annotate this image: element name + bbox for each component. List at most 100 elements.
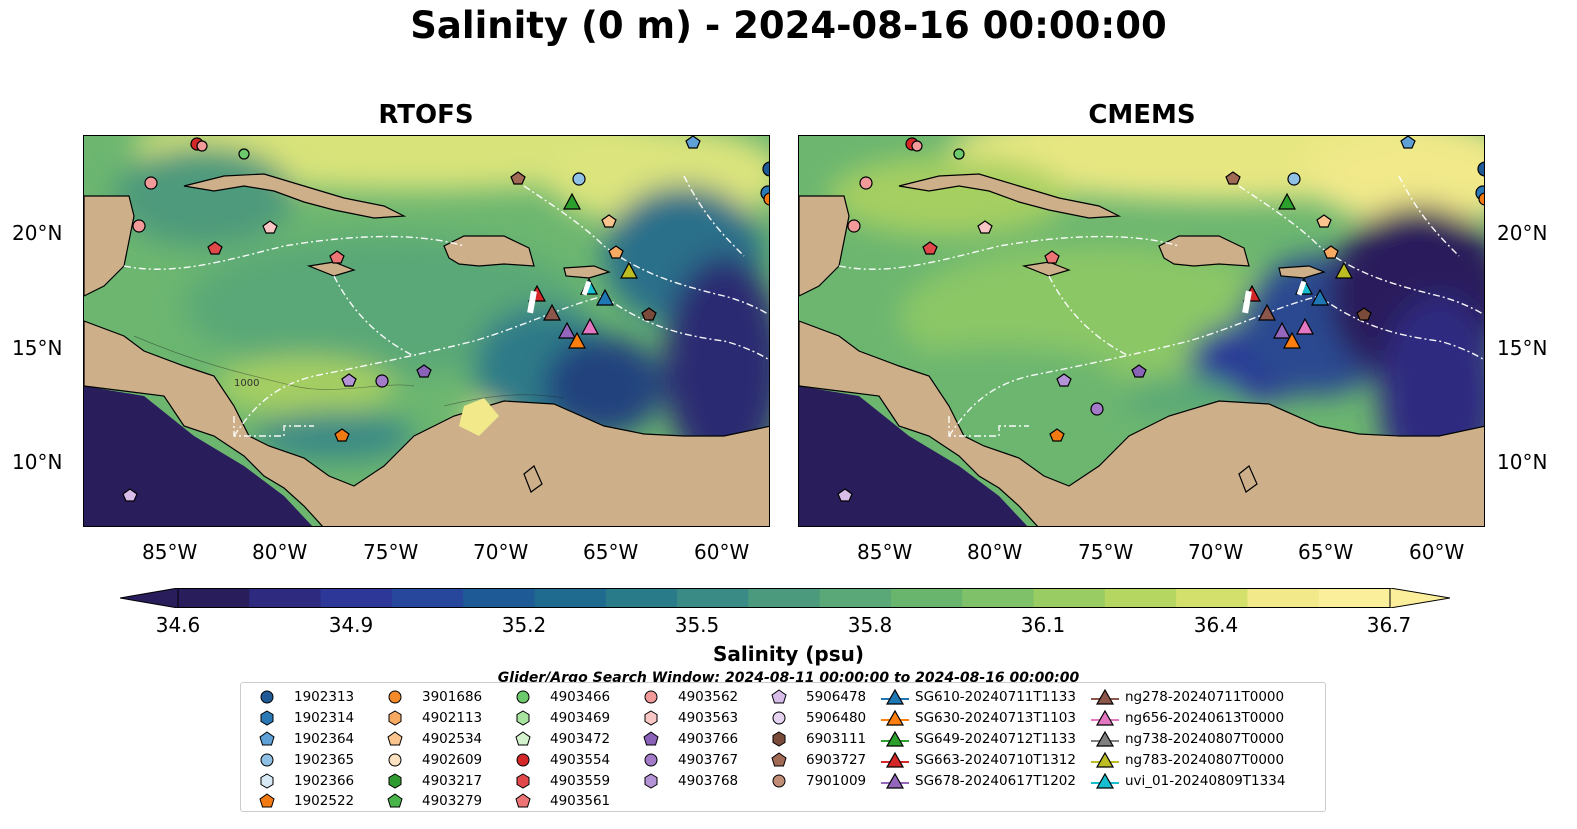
legend-label: 1902365 — [294, 751, 355, 768]
lat-label-20n-right: 20°N — [1497, 221, 1548, 245]
legend-item: 1902364 — [253, 729, 354, 750]
legend-label: SG663-20240710T1312 — [915, 751, 1076, 768]
pentagon-marker-icon — [643, 731, 659, 746]
triangle-marker-icon — [1091, 689, 1119, 705]
hexagon-marker-icon — [260, 772, 274, 789]
colorbar-extend-max — [1389, 588, 1450, 608]
legend-item: 1902314 — [253, 708, 354, 729]
legend-column: 4903562 4903563 4903766 4903767 4903768 — [637, 687, 738, 791]
map-rtofs[interactable]: 1000 — [83, 135, 770, 527]
marker-1902313 — [762, 161, 769, 177]
legend-column: 5906478 5906480 6903111 6903727 7901009 — [765, 687, 866, 791]
legend-item: 4903561 — [509, 791, 610, 812]
legend-label: 1902366 — [294, 772, 355, 789]
figure-title: Salinity (0 m) - 2024-08-16 00:00:00 — [410, 4, 1167, 47]
lon-label-60w-right: 60°W — [1409, 540, 1465, 564]
marker-4903562 — [196, 140, 208, 152]
glider-ng278 — [543, 303, 561, 321]
marker-6903111 — [641, 307, 657, 321]
legend-label: 6903111 — [806, 730, 867, 747]
lon-label-80w: 80°W — [252, 540, 308, 564]
hexagon-marker-icon — [644, 710, 658, 726]
pentagon-marker-icon — [259, 793, 275, 808]
legend-item: 4903472 — [509, 729, 610, 750]
colorbar-segment — [1176, 588, 1248, 608]
legend-item: 4903466 — [509, 687, 610, 708]
pentagon-marker-icon — [771, 752, 787, 767]
legend-label: 4903469 — [550, 710, 611, 727]
contour-label: 1000 — [234, 378, 259, 389]
colorbar-segment — [677, 588, 749, 608]
colorbar-tick: 35.8 — [847, 613, 893, 637]
marker-4903562 — [144, 176, 158, 190]
legend-label: SG649-20240712T1133 — [915, 730, 1076, 747]
circle-marker-icon — [260, 690, 274, 704]
legend-column: ng278-20240711T0000 ng656-20240613T0000 ng… — [1091, 687, 1285, 791]
panel-title-cmems: CMEMS — [1088, 100, 1196, 130]
legend-item: SG630-20240713T1103 — [881, 708, 1076, 729]
colorbar-segment — [463, 588, 535, 608]
colorbar-segment — [819, 588, 892, 608]
legend-label: SG610-20240711T1133 — [915, 689, 1076, 706]
colorbar-segment — [391, 588, 464, 608]
land-masses — [799, 173, 1484, 526]
legend-item: 1902313 — [253, 687, 354, 708]
hexagon-marker-icon — [516, 710, 530, 726]
lon-label-70w-right: 70°W — [1188, 540, 1244, 564]
legend-item: ng278-20240711T0000 — [1091, 687, 1285, 708]
legend-item: 7901009 — [765, 770, 866, 791]
triangle-marker-icon — [881, 772, 909, 789]
legend: 1902313 1902314 1902364 1902365 1902366 19025… — [240, 682, 1326, 812]
legend-item: 4903563 — [637, 708, 738, 729]
colorbar-tick: 34.6 — [155, 613, 201, 637]
triangle-marker-icon — [881, 730, 909, 747]
legend-item: 4903767 — [637, 749, 738, 770]
legend-item: 5906480 — [765, 708, 866, 729]
legend-label: 4903768 — [678, 772, 739, 789]
legend-item: uvi_01-20240809T1334 — [1091, 770, 1285, 791]
colorbar-segment — [249, 588, 322, 608]
legend-column: 3901686 4902113 4902534 4902609 4903217 49032… — [381, 687, 482, 812]
colorbar-tick: 35.5 — [674, 613, 720, 637]
rtofs-float-markers — [122, 136, 769, 502]
legend-item: SG610-20240711T1133 — [881, 687, 1076, 708]
colorbar-tick: 36.1 — [1020, 613, 1066, 637]
legend-label: 5906478 — [806, 689, 867, 706]
salinity-colorbar — [120, 588, 1450, 608]
glider-SG610 — [596, 288, 614, 306]
lon-label-65w: 65°W — [583, 540, 639, 564]
legend-label: 4903766 — [678, 730, 739, 747]
legend-label: 4903767 — [678, 751, 739, 768]
map-cmems[interactable] — [798, 135, 1485, 527]
marker-4903766 — [416, 364, 432, 378]
legend-item: 1902365 — [253, 749, 354, 770]
legend-label: ng656-20240613T0000 — [1125, 710, 1285, 727]
legend-label: 6903727 — [806, 751, 867, 768]
legend-label: ng738-20240807T0000 — [1125, 730, 1285, 747]
colorbar-segment — [178, 588, 250, 608]
legend-label: 1902314 — [294, 710, 355, 727]
legend-item: 4902113 — [381, 708, 482, 729]
lat-label-10n-right: 10°N — [1497, 450, 1548, 474]
hexagon-marker-icon — [644, 772, 658, 789]
eez-boundaries — [838, 175, 1484, 437]
hexagon-marker-icon — [772, 731, 786, 747]
legend-label: 4902609 — [422, 751, 483, 768]
legend-label: 4903554 — [550, 751, 611, 768]
legend-item: 4903562 — [637, 687, 738, 708]
legend-label: 4903466 — [550, 689, 611, 706]
map-rtofs-canvas: 1000 — [84, 136, 769, 526]
colorbar-tick: 36.4 — [1193, 613, 1239, 637]
legend-label: uvi_01-20240809T1334 — [1125, 772, 1286, 789]
legend-label: 4903559 — [550, 772, 611, 789]
legend-label: ng278-20240711T0000 — [1125, 689, 1285, 706]
circle-marker-icon — [772, 774, 786, 788]
colorbar-segment — [320, 588, 393, 608]
lon-label-85w: 85°W — [142, 540, 198, 564]
colorbar-tick: 36.7 — [1366, 613, 1412, 637]
eez-boundaries — [123, 175, 769, 437]
legend-item: 6903111 — [765, 729, 866, 750]
legend-item: 3901686 — [381, 687, 482, 708]
marker-4903559 — [207, 241, 223, 255]
marker-4903561 — [329, 250, 345, 264]
